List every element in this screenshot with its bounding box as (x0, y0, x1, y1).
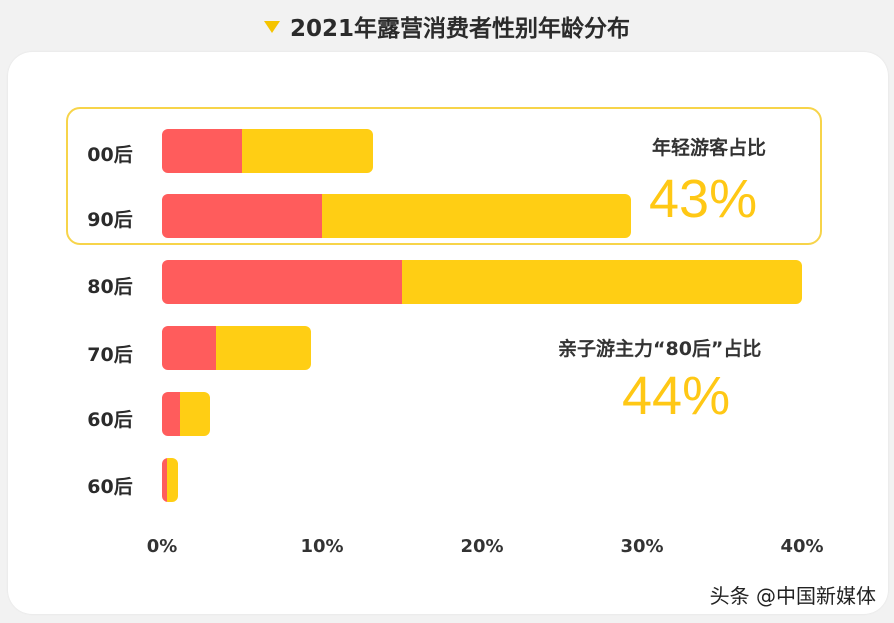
chart-title-text: 2021年露营消费者性别年龄分布 (289, 16, 630, 42)
row-label: 60后 (87, 476, 133, 498)
row-label: 00后 (87, 144, 133, 166)
stacked-bar (162, 129, 374, 173)
stacked-bar (162, 194, 631, 238)
bar-segment-red (162, 392, 180, 436)
family-share-label: 亲子游主力“80后”占比 (558, 338, 762, 360)
x-axis-tick-label: 20% (460, 536, 504, 557)
young-share-value: 43% (649, 169, 758, 229)
bar-segment-yellow (322, 194, 631, 238)
bar-segment-red (162, 194, 322, 238)
x-axis-tick-label: 30% (620, 536, 664, 557)
family-share-value: 44% (622, 366, 731, 426)
bar-segment-red (162, 129, 242, 173)
young-share-label: 年轻游客占比 (652, 137, 767, 159)
row-label: 70后 (87, 344, 133, 366)
stacked-bar (162, 458, 178, 502)
x-axis-tick-label: 40% (780, 536, 824, 557)
bar-segment-yellow (402, 260, 802, 304)
young-visitors-highlight-box (66, 107, 822, 245)
row-label: 80后 (87, 276, 133, 298)
bar-segment-yellow (166, 458, 178, 502)
stacked-bar (162, 260, 802, 304)
x-axis-tick-label: 10% (300, 536, 344, 557)
bar-segment-red (162, 260, 402, 304)
bar-segment-yellow (179, 392, 210, 436)
bar-segment-yellow (242, 129, 374, 173)
stacked-bar (162, 326, 311, 370)
x-axis-tick-label: 0% (146, 536, 178, 557)
row-label: 90后 (87, 209, 133, 231)
watermark: 头条 @中国新媒体 (709, 584, 876, 608)
stacked-bar (162, 392, 210, 436)
row-label: 60后 (87, 409, 133, 431)
triangle-down-icon (263, 21, 280, 33)
bar-segment-red (162, 326, 217, 370)
chart-title: 2021年露营消费者性别年龄分布 (0, 6, 894, 46)
bar-segment-yellow (216, 326, 311, 370)
bar-segment-red (162, 458, 167, 502)
chart-card (8, 52, 888, 614)
